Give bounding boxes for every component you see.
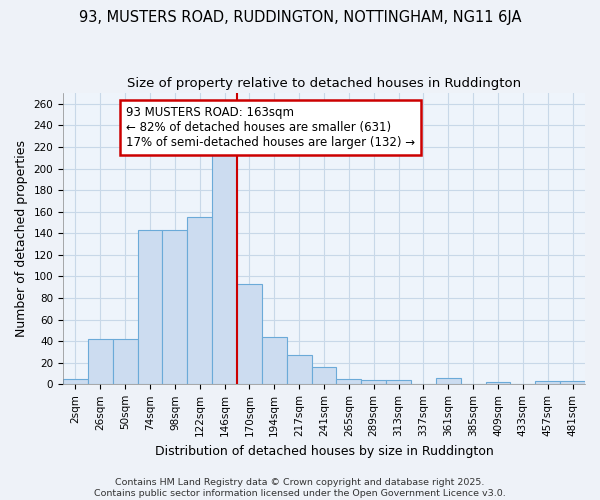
- Text: 93 MUSTERS ROAD: 163sqm
← 82% of detached houses are smaller (631)
17% of semi-d: 93 MUSTERS ROAD: 163sqm ← 82% of detache…: [125, 106, 415, 149]
- Bar: [212, 154, 237, 384]
- Bar: [560, 381, 585, 384]
- Bar: [287, 355, 311, 384]
- Bar: [237, 284, 262, 384]
- Bar: [361, 380, 386, 384]
- Bar: [113, 339, 137, 384]
- X-axis label: Distribution of detached houses by size in Ruddington: Distribution of detached houses by size …: [155, 444, 493, 458]
- Y-axis label: Number of detached properties: Number of detached properties: [15, 140, 28, 337]
- Bar: [337, 379, 361, 384]
- Bar: [386, 380, 411, 384]
- Bar: [63, 379, 88, 384]
- Bar: [88, 339, 113, 384]
- Bar: [436, 378, 461, 384]
- Text: 93, MUSTERS ROAD, RUDDINGTON, NOTTINGHAM, NG11 6JA: 93, MUSTERS ROAD, RUDDINGTON, NOTTINGHAM…: [79, 10, 521, 25]
- Bar: [311, 367, 337, 384]
- Title: Size of property relative to detached houses in Ruddington: Size of property relative to detached ho…: [127, 78, 521, 90]
- Bar: [163, 230, 187, 384]
- Bar: [485, 382, 511, 384]
- Bar: [137, 230, 163, 384]
- Bar: [187, 217, 212, 384]
- Bar: [535, 381, 560, 384]
- Bar: [262, 337, 287, 384]
- Text: Contains HM Land Registry data © Crown copyright and database right 2025.
Contai: Contains HM Land Registry data © Crown c…: [94, 478, 506, 498]
